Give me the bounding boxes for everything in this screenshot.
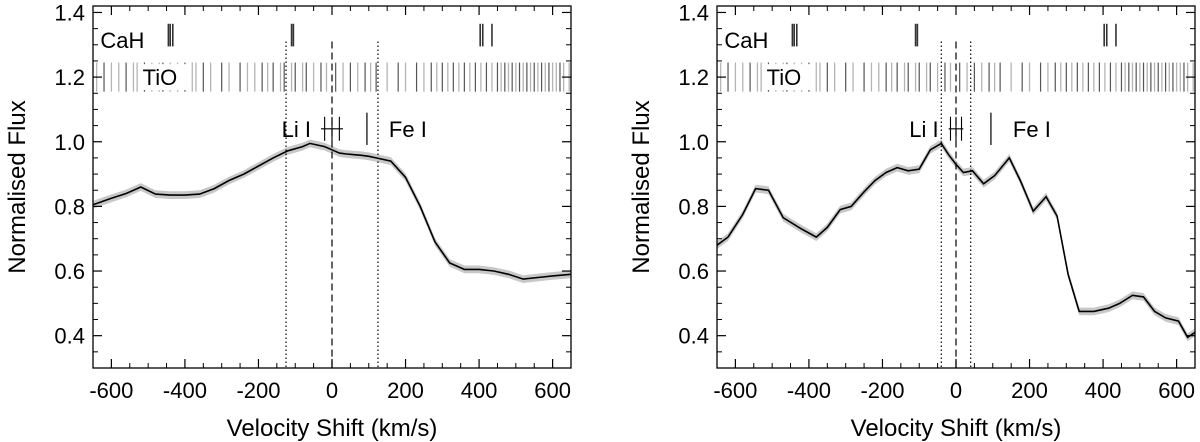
x-tick-label: -600 bbox=[713, 378, 757, 403]
x-tick-label: 600 bbox=[534, 378, 571, 403]
x-tick-label: 0 bbox=[326, 378, 338, 403]
x-tick-label: 200 bbox=[387, 378, 424, 403]
x-tick-label: 400 bbox=[1085, 378, 1122, 403]
cah-label: CaH bbox=[724, 28, 768, 53]
fe-label: Fe I bbox=[1013, 117, 1051, 142]
li-label: Li I bbox=[282, 117, 311, 142]
x-tick-label: -400 bbox=[163, 378, 207, 403]
tio-label: TiO bbox=[143, 65, 178, 90]
fe-label: Fe I bbox=[389, 117, 427, 142]
flux-line bbox=[716, 142, 1196, 339]
y-tick-label: 0.4 bbox=[54, 324, 85, 349]
flux-line bbox=[92, 142, 572, 280]
y-tick-label: 1.2 bbox=[678, 65, 709, 90]
tio-label: TiO bbox=[767, 65, 802, 90]
tio-label-backing bbox=[139, 64, 190, 91]
y-axis-title: Normalised Flux bbox=[4, 100, 31, 273]
li-label: Li I bbox=[909, 117, 938, 142]
x-tick-label: -200 bbox=[860, 378, 904, 403]
x-tick-label: 0 bbox=[950, 378, 962, 403]
left-panel: -600 -400 -200 0 200 400 600 0.4 0.6 0.8 1.0 1.2 1.4… bbox=[4, 0, 572, 442]
x-tick-label: -400 bbox=[787, 378, 831, 403]
y-tick-label: 1.0 bbox=[678, 130, 709, 155]
y-axis-title: Normalised Flux bbox=[628, 100, 655, 273]
y-tick-label: 0.6 bbox=[54, 259, 85, 284]
cah-label: CaH bbox=[100, 28, 144, 53]
y-tick-label: 0.8 bbox=[54, 194, 85, 219]
x-axis-title: Velocity Shift (km/s) bbox=[851, 415, 1062, 442]
y-tick-label: 0.6 bbox=[678, 259, 709, 284]
y-tick-label: 0.4 bbox=[678, 324, 709, 349]
tio-label-backing bbox=[763, 64, 814, 91]
y-tick-label: 1.4 bbox=[678, 0, 709, 25]
x-tick-label: 400 bbox=[461, 378, 498, 403]
x-axis-title: Velocity Shift (km/s) bbox=[227, 415, 438, 442]
x-tick-label: -600 bbox=[89, 378, 133, 403]
y-tick-label: 1.4 bbox=[54, 0, 85, 25]
x-tick-label: 600 bbox=[1158, 378, 1195, 403]
right-panel: -600 -400 -200 0 200 400 600 0.4 0.6 0.8 1.0 1.2 1.4… bbox=[628, 0, 1196, 442]
x-tick-label: 200 bbox=[1011, 378, 1048, 403]
x-tick-label: -200 bbox=[236, 378, 280, 403]
y-tick-label: 1.0 bbox=[54, 130, 85, 155]
y-tick-label: 1.2 bbox=[54, 65, 85, 90]
y-tick-label: 0.8 bbox=[678, 194, 709, 219]
